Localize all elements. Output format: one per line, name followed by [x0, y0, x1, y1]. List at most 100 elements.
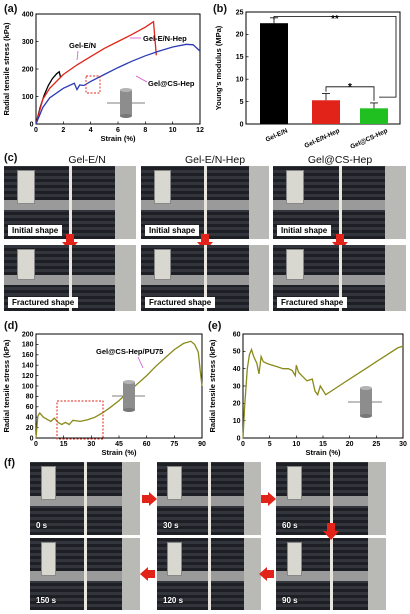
x-tick-label: 4	[89, 127, 93, 134]
y-tick-label: 200	[22, 331, 34, 338]
y-tick-label: 0	[237, 435, 241, 442]
time-label: 150 s	[36, 596, 57, 605]
x-axis-label: Strain (%)	[100, 134, 136, 143]
time-lapse-photo: 120 s	[157, 538, 261, 610]
x-tick-label: 15	[319, 441, 327, 448]
fractured-shape-photo: Fractured shape	[141, 245, 269, 311]
panel-c-title-2: Gel-E/N-Hep	[184, 154, 246, 166]
panel-a-label: (a)	[4, 3, 18, 15]
x-tick-label: 30	[399, 441, 407, 448]
chart-e-cylinder-icon	[348, 386, 382, 418]
y-tick-label: 15	[236, 54, 244, 61]
time-lapse-photo: 30 s	[157, 462, 261, 535]
x-tick-label: 10	[292, 441, 300, 448]
y-tick-label: 80	[26, 394, 34, 401]
y-axis-label: Radial tensile stress (kPa)	[2, 22, 11, 115]
x-tick-label: 0	[241, 441, 245, 448]
fractured-shape-photo: Fractured shape	[4, 245, 136, 311]
y-tick-label: 20	[236, 32, 244, 39]
left-arrow-icon	[140, 567, 155, 581]
fractured-shape-photo: Fractured shape	[273, 245, 406, 311]
bar	[260, 23, 288, 125]
time-lapse-photo: 0 s	[30, 462, 140, 535]
chart-a-zoom-box	[85, 75, 101, 94]
y-tick-label: 180	[22, 342, 34, 349]
fractured-shape-caption: Fractured shape	[145, 297, 216, 308]
x-tick-label: 8	[143, 127, 147, 134]
y-tick-label: 100	[22, 383, 34, 390]
panel-c-title-1: Gel-E/N	[68, 154, 106, 166]
initial-shape-photo: Initial shape	[141, 166, 269, 239]
chart-a: 0 2 4 6 8 10 12 0 100 200 300 400 Strain (%) Radial t…	[2, 11, 204, 143]
panel-c-title-3: Gel@CS-Hep	[307, 154, 373, 166]
initial-shape-photo: Initial shape	[273, 166, 406, 239]
chart-d-cylinder-icon	[112, 380, 145, 412]
initial-shape-caption: Initial shape	[145, 225, 200, 236]
bar	[312, 100, 340, 124]
panel-c-label: (c)	[4, 152, 18, 164]
y-tick-label: 60	[26, 404, 34, 411]
plot-frame	[35, 13, 201, 125]
x-tick-label: 0	[34, 441, 38, 448]
y-axis-label: Radial tensile stress (kPa)	[208, 339, 217, 432]
panel-f-label: (f)	[4, 457, 15, 469]
y-tick-label: 60	[233, 331, 241, 338]
y-axis-label: Young's modulus (MPa)	[214, 25, 223, 110]
y-tick-label: 0	[30, 121, 34, 128]
panel-d-label: (d)	[4, 320, 19, 332]
y-tick-label: 5	[240, 99, 244, 106]
x-tick-label: 0	[34, 127, 38, 134]
y-tick-label: 140	[22, 363, 34, 370]
x-axis-label: Strain (%)	[305, 448, 341, 457]
y-tick-label: 20	[233, 401, 241, 408]
x-tick-label: 2	[61, 127, 65, 134]
fractured-shape-caption: Fractured shape	[277, 297, 348, 308]
chart-d: 0 15 30 45 60 75 90 0 20 40 60 80 100 120 140 160 180 200…	[2, 331, 206, 457]
down-arrow-icon	[323, 523, 339, 540]
x-tick-label: 75	[170, 441, 178, 448]
y-tick-label: 0	[30, 435, 34, 442]
series-line	[35, 20, 157, 125]
series-line	[35, 340, 203, 439]
x-category-label: Gel-E/N	[265, 127, 290, 143]
panel-b-label: (b)	[213, 3, 228, 15]
x-axis-label: Strain (%)	[101, 448, 137, 457]
initial-shape-caption: Initial shape	[8, 225, 63, 236]
y-tick-label: 300	[22, 39, 34, 46]
y-tick-label: 10	[236, 77, 244, 84]
x-tick-label: 20	[346, 441, 354, 448]
fractured-shape-caption: Fractured shape	[8, 297, 79, 308]
x-tick-label: 12	[196, 127, 204, 134]
time-label: 60 s	[282, 521, 298, 530]
plot-frame	[242, 333, 404, 439]
y-tick-label: 400	[22, 11, 34, 18]
right-arrow-icon	[142, 492, 157, 506]
x-tick-label: 60	[143, 441, 151, 448]
chart-e: 0 5 10 15 20 25 30 0 10 20 30 40 50 60 Strain (%) Radia…	[208, 331, 407, 457]
x-tick-label: 5	[268, 441, 272, 448]
chart-a-cylinder-icon	[107, 88, 145, 118]
y-tick-label: 50	[233, 349, 241, 356]
x-tick-label: 30	[87, 441, 95, 448]
initial-shape-photo: Initial shape	[4, 166, 136, 239]
x-tick-label: 25	[372, 441, 380, 448]
panel-e-label: (e)	[208, 320, 222, 332]
significance-bracket	[273, 16, 397, 98]
y-tick-label: 0	[240, 121, 244, 128]
y-tick-label: 120	[22, 373, 34, 380]
y-tick-label: 200	[22, 66, 34, 73]
x-tick-label: 10	[169, 127, 177, 134]
chart-b-sig-single: *	[348, 82, 352, 93]
x-category-label: Gel-E/N-Hep	[304, 127, 341, 148]
series-line	[35, 43, 201, 125]
chart-a-annot-arrow-1	[76, 50, 79, 61]
chart-d-annot-arrow	[137, 356, 144, 369]
x-tick-label: 45	[115, 441, 123, 448]
x-tick-label: 6	[116, 127, 120, 134]
y-tick-label: 40	[233, 366, 241, 373]
time-label: 90 s	[282, 596, 298, 605]
chart-a-annot-arrow-3	[135, 75, 148, 83]
y-axis-label: Radial tensile stress (kPa)	[2, 339, 11, 432]
chart-b-sig-double: **	[331, 14, 339, 25]
y-tick-label: 25	[236, 9, 244, 16]
